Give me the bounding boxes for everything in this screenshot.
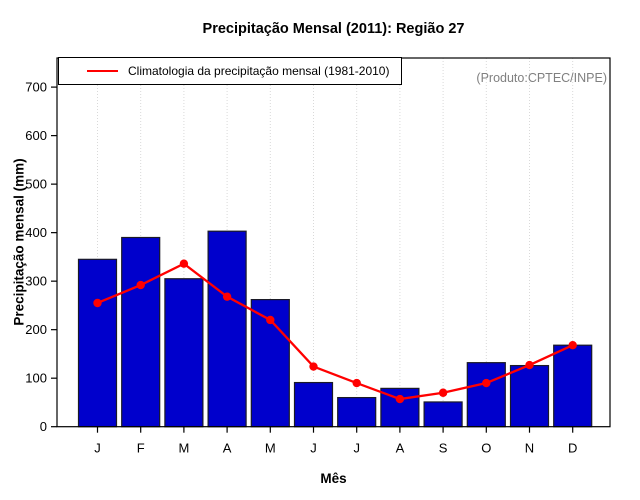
climatology-line [97, 262, 574, 401]
climatology-point-S9 [438, 388, 448, 397]
climatology-point-J7 [352, 378, 361, 388]
x-tick-label-2: F [137, 441, 145, 456]
x-tick-label-3: M [178, 441, 189, 456]
x-tick-label-12: D [568, 441, 577, 456]
bar-M3 [164, 278, 204, 428]
y-tick-label: 400 [25, 225, 47, 240]
y-tick-label: 600 [25, 128, 47, 143]
x-tick-label-6: J [310, 441, 317, 456]
bar-N11 [509, 364, 550, 428]
x-tick-label-8: A [396, 441, 405, 456]
bar-F2 [121, 236, 161, 428]
y-tick-label: 300 [25, 274, 47, 289]
bar-S9 [423, 401, 463, 428]
y-tick-label: 200 [25, 322, 47, 337]
x-tick-label-7: J [353, 441, 360, 456]
legend-line-swatch [87, 70, 118, 72]
y-tick-label: 100 [25, 371, 47, 386]
bar-J1 [77, 258, 118, 428]
climatology-point-O10 [482, 378, 491, 388]
y-tick-label: 500 [25, 177, 47, 192]
climatology-point-M3 [179, 259, 189, 268]
x-tick-label-10: O [481, 441, 491, 456]
x-tick-label-11: N [525, 441, 534, 456]
bar-J6 [293, 381, 334, 428]
bar-O10 [466, 362, 506, 428]
x-axis-title: Mês [320, 471, 347, 486]
climatology-point-D12 [568, 340, 577, 350]
legend-label: Climatologia da precipitação mensal (198… [128, 64, 390, 78]
climatology-point-N11 [525, 360, 534, 370]
product-credit-annotation: (Produto:CPTEC/INPE) [476, 71, 607, 85]
bar-J7 [337, 396, 377, 428]
x-tick-label-5: M [265, 441, 276, 456]
x-tick-label-1: J [94, 441, 101, 456]
bar-A4 [207, 230, 247, 428]
climatology-point-A8 [395, 394, 405, 404]
y-tick-label: 0 [40, 419, 47, 434]
climatology-point-J6 [309, 362, 318, 371]
x-tick-label-9: S [439, 441, 448, 456]
bar-D12 [553, 344, 593, 428]
chart-title: Precipitação Mensal (2011): Região 27 [202, 21, 465, 37]
climatology-point-M5 [266, 315, 275, 325]
y-tick-label: 700 [25, 80, 47, 95]
x-tick-label-4: A [223, 441, 232, 456]
legend-box: Climatologia da precipitação mensal (198… [58, 57, 403, 85]
climatology-point-F2 [136, 280, 145, 290]
climatology-point-J1 [93, 298, 102, 308]
climatology-point-A4 [222, 292, 232, 301]
